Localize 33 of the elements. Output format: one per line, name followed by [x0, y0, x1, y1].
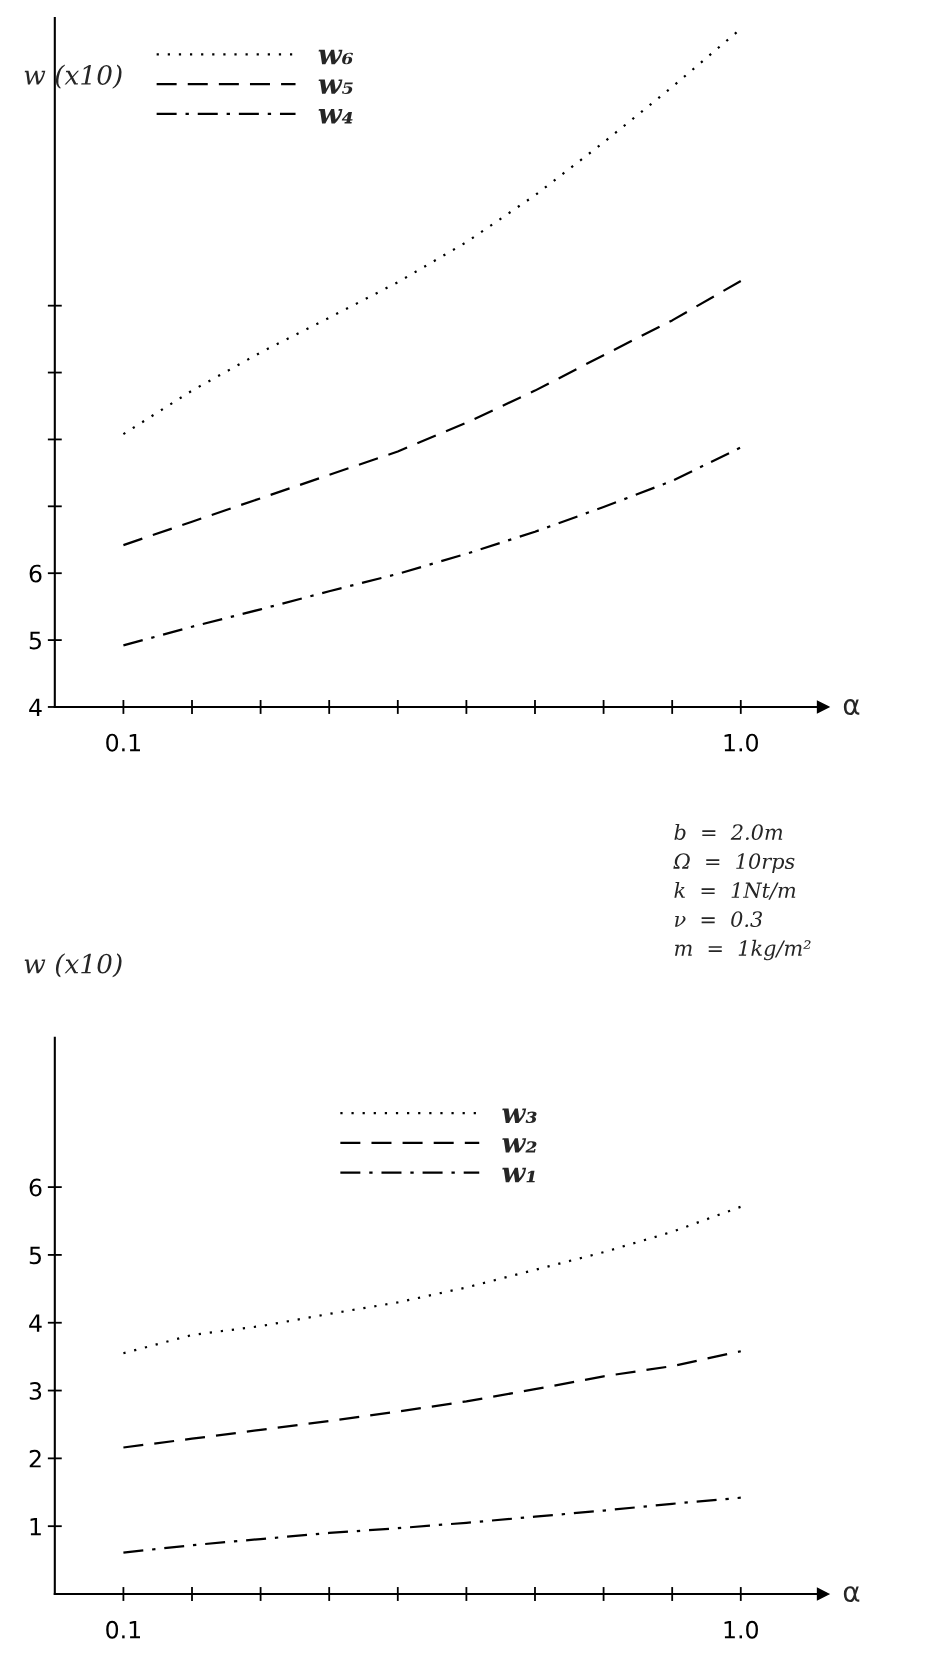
x-axis-title: α — [843, 699, 860, 715]
y-tick-label: 3 — [29, 1382, 42, 1400]
legend-label: w₆ — [318, 49, 354, 65]
legend-label: w₅ — [318, 79, 353, 94]
legend-label: w₃ — [502, 1108, 537, 1124]
y-tick-label: 4 — [29, 698, 42, 716]
y-tick-label: 1 — [30, 1517, 41, 1536]
y-tick-label: 5 — [29, 1246, 41, 1265]
text: Ω = 10rps — [673, 853, 795, 874]
x-tick-label: 0.1 — [106, 1620, 140, 1639]
x-tick-label: 1.0 — [724, 733, 758, 752]
y-axis-title: w (x10) — [24, 953, 122, 978]
legend-label: w₁ — [502, 1167, 535, 1183]
y-tick-label: 4 — [29, 1314, 42, 1332]
text: ν = 0.3 — [675, 911, 762, 928]
line-series — [122, 1205, 742, 1355]
x-tick-label: 0.1 — [106, 733, 140, 752]
text: k = 1Nt/m — [674, 881, 796, 900]
x-axis-title: α — [843, 1586, 860, 1602]
y-axis-title: w (x10) — [24, 64, 122, 89]
y-tick-label: 6 — [29, 1178, 42, 1197]
line-series — [122, 446, 742, 647]
y-tick-label: 6 — [29, 564, 42, 583]
legend-label: w₄ — [318, 109, 353, 124]
line-series — [122, 1496, 742, 1554]
text: m = 1kg/m² — [674, 939, 811, 961]
y-tick-label: 2 — [29, 1449, 41, 1468]
x-tick-label: 1.0 — [724, 1620, 758, 1639]
legend-label: w₂ — [502, 1138, 537, 1153]
line-series — [122, 279, 742, 547]
text: b = 2.0m — [674, 823, 783, 841]
line-series — [122, 1350, 742, 1449]
y-tick-label: 5 — [29, 631, 41, 650]
